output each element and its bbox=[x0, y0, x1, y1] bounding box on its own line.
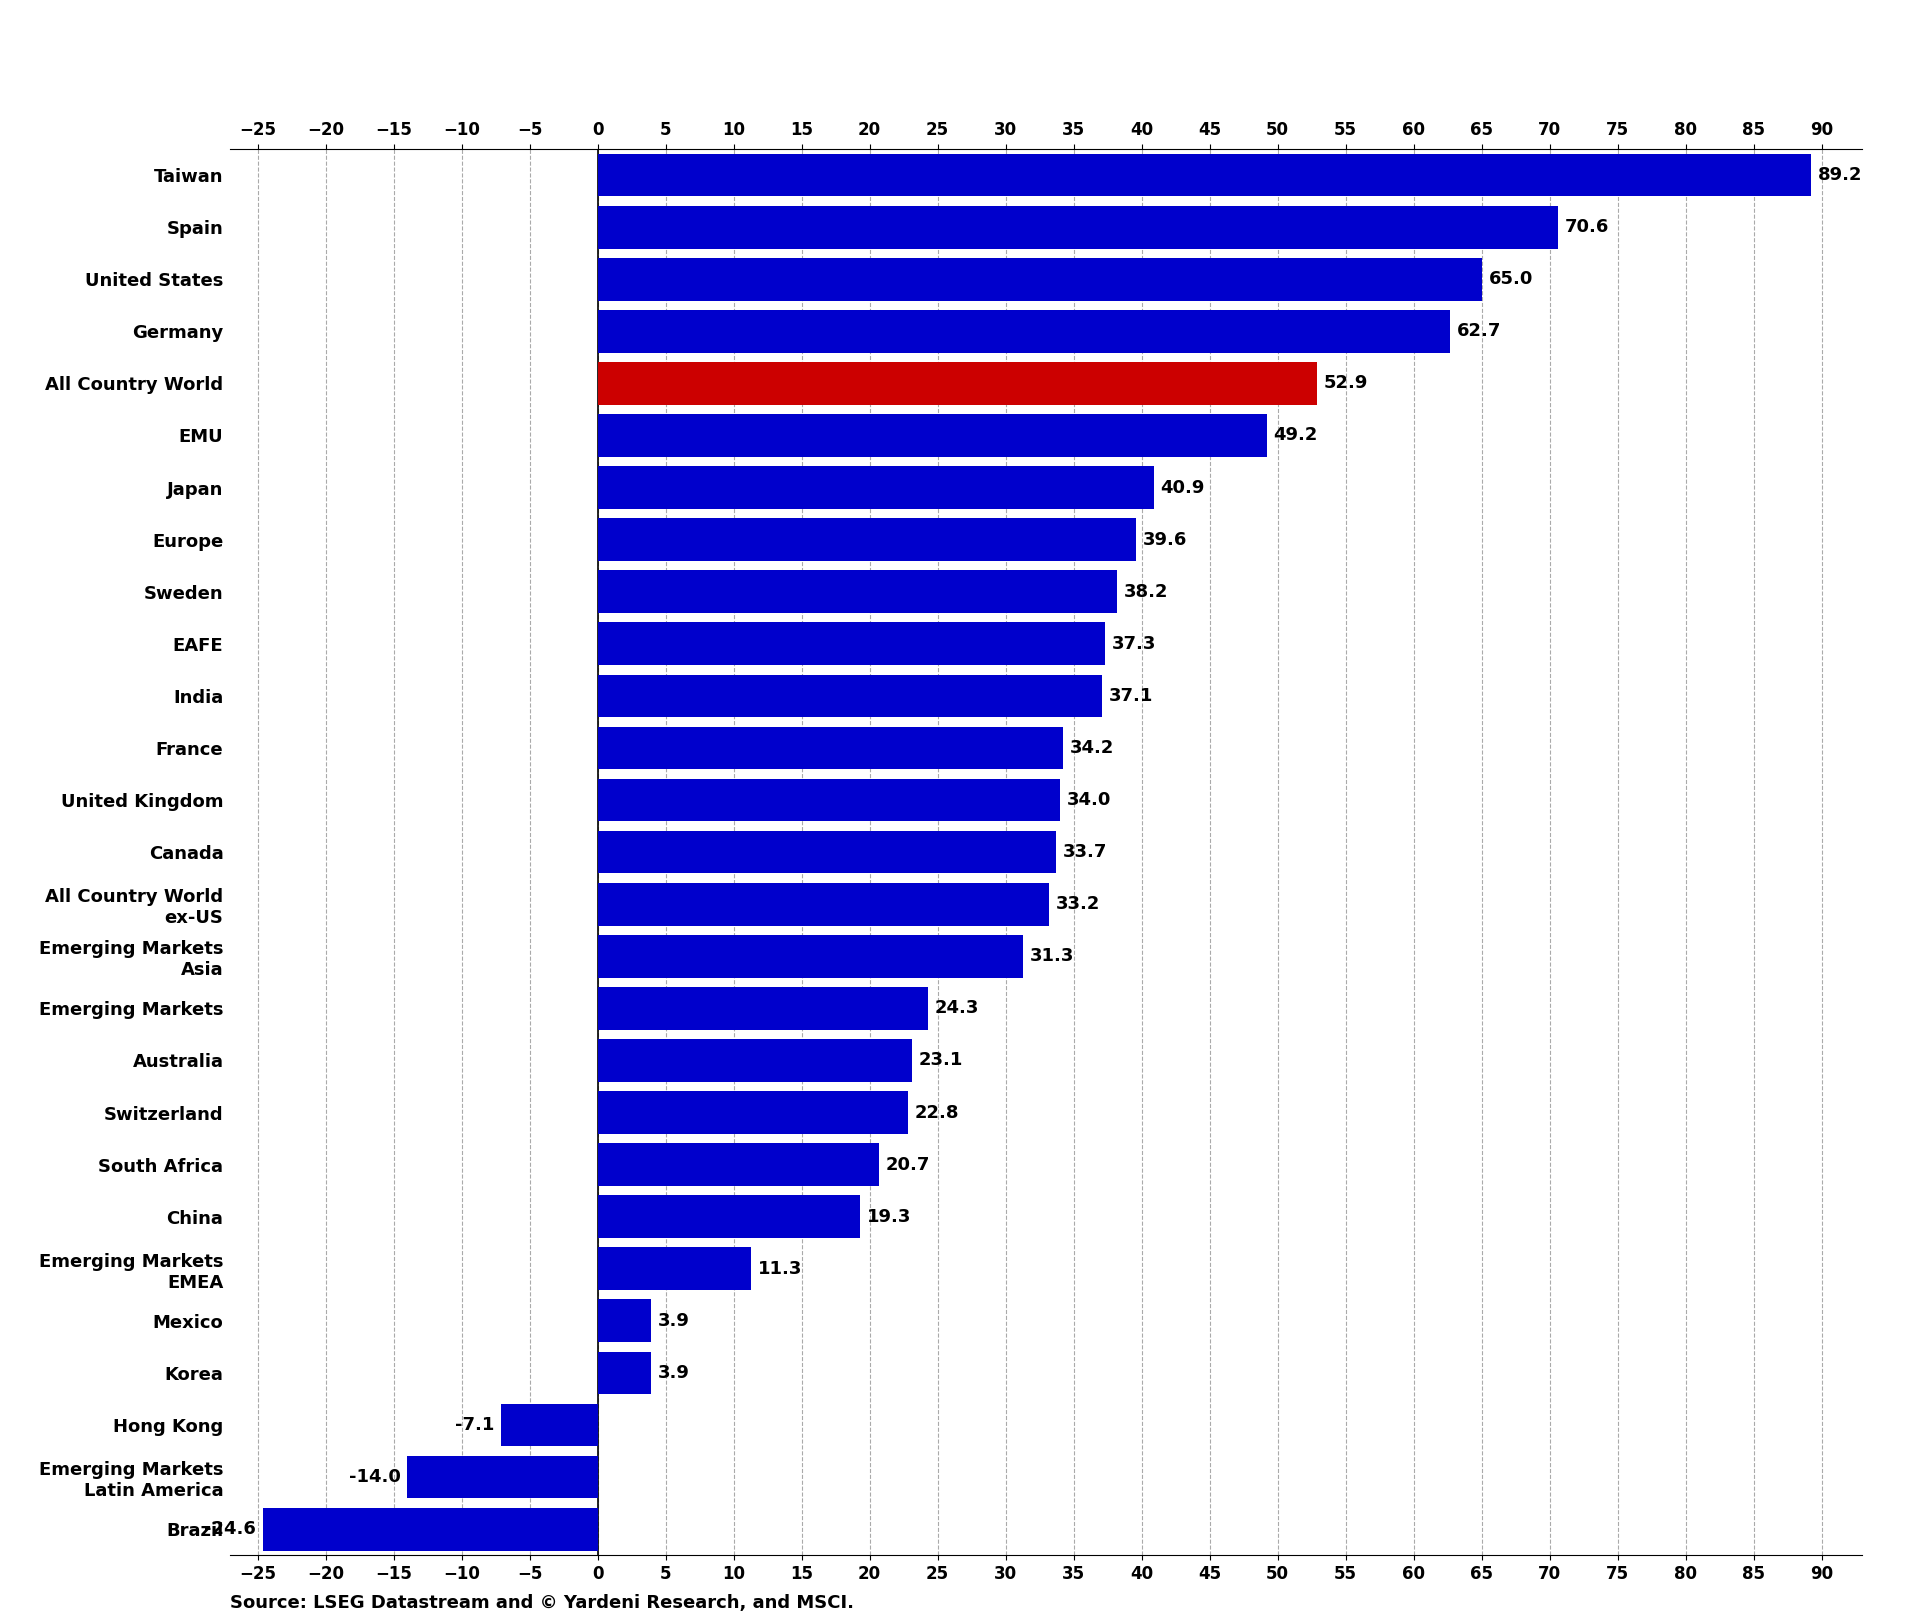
Text: 37.1: 37.1 bbox=[1110, 687, 1154, 705]
Bar bbox=[597, 154, 1811, 196]
Text: 34.2: 34.2 bbox=[1069, 739, 1114, 757]
Bar bbox=[597, 415, 1267, 457]
Bar bbox=[597, 518, 1137, 561]
Text: 62.7: 62.7 bbox=[1457, 322, 1501, 340]
Text: (US dollar, percent change since Oct 12, 2022): (US dollar, percent change since Oct 12,… bbox=[791, 115, 1302, 133]
Text: 3.9: 3.9 bbox=[657, 1312, 689, 1330]
Bar bbox=[407, 1456, 597, 1499]
Bar bbox=[597, 1144, 879, 1186]
Bar bbox=[501, 1403, 597, 1447]
Bar bbox=[597, 206, 1557, 248]
Bar bbox=[597, 1351, 651, 1395]
Bar bbox=[597, 467, 1154, 509]
Text: 33.2: 33.2 bbox=[1056, 896, 1100, 914]
Text: 65.0: 65.0 bbox=[1488, 271, 1532, 288]
Text: MSCI REGIONS & SELECTED MARKETS PERFORMANCE DERBY: MSCI REGIONS & SELECTED MARKETS PERFORMA… bbox=[643, 68, 1450, 92]
Text: 19.3: 19.3 bbox=[866, 1207, 912, 1226]
Bar bbox=[597, 674, 1102, 718]
Text: -7.1: -7.1 bbox=[455, 1416, 493, 1434]
Bar bbox=[597, 987, 927, 1030]
Text: 33.7: 33.7 bbox=[1062, 842, 1108, 862]
Text: 37.3: 37.3 bbox=[1112, 635, 1156, 653]
Bar bbox=[597, 309, 1450, 353]
Bar bbox=[597, 779, 1060, 821]
Bar bbox=[597, 1038, 912, 1082]
Bar bbox=[597, 831, 1056, 873]
Bar bbox=[597, 1092, 908, 1134]
Text: 40.9: 40.9 bbox=[1160, 478, 1206, 497]
Bar bbox=[597, 883, 1048, 925]
Bar bbox=[597, 1247, 751, 1290]
Text: 89.2: 89.2 bbox=[1818, 167, 1862, 185]
Text: Source: LSEG Datastream and © Yardeni Research, and MSCI.: Source: LSEG Datastream and © Yardeni Re… bbox=[230, 1594, 854, 1612]
Text: 11.3: 11.3 bbox=[758, 1260, 803, 1278]
Bar bbox=[597, 1299, 651, 1343]
Text: 70.6: 70.6 bbox=[1565, 219, 1609, 237]
Bar bbox=[597, 258, 1482, 301]
Text: -14.0: -14.0 bbox=[349, 1468, 401, 1486]
Bar bbox=[597, 570, 1117, 612]
Bar bbox=[597, 1196, 860, 1238]
Bar bbox=[597, 727, 1062, 770]
Bar bbox=[263, 1508, 597, 1550]
Bar bbox=[597, 935, 1023, 977]
Text: 49.2: 49.2 bbox=[1273, 426, 1317, 444]
Text: 38.2: 38.2 bbox=[1123, 583, 1169, 601]
Text: 52.9: 52.9 bbox=[1325, 374, 1369, 392]
Text: -24.6: -24.6 bbox=[204, 1520, 255, 1537]
Text: 24.3: 24.3 bbox=[935, 1000, 979, 1017]
Text: 31.3: 31.3 bbox=[1029, 948, 1075, 966]
Text: 3.9: 3.9 bbox=[657, 1364, 689, 1382]
Bar bbox=[597, 361, 1317, 405]
Text: 20.7: 20.7 bbox=[885, 1155, 931, 1173]
Bar bbox=[597, 622, 1104, 666]
Text: 23.1: 23.1 bbox=[918, 1051, 964, 1069]
Text: 34.0: 34.0 bbox=[1068, 791, 1112, 808]
Text: 22.8: 22.8 bbox=[914, 1103, 958, 1121]
Text: 39.6: 39.6 bbox=[1142, 531, 1187, 549]
